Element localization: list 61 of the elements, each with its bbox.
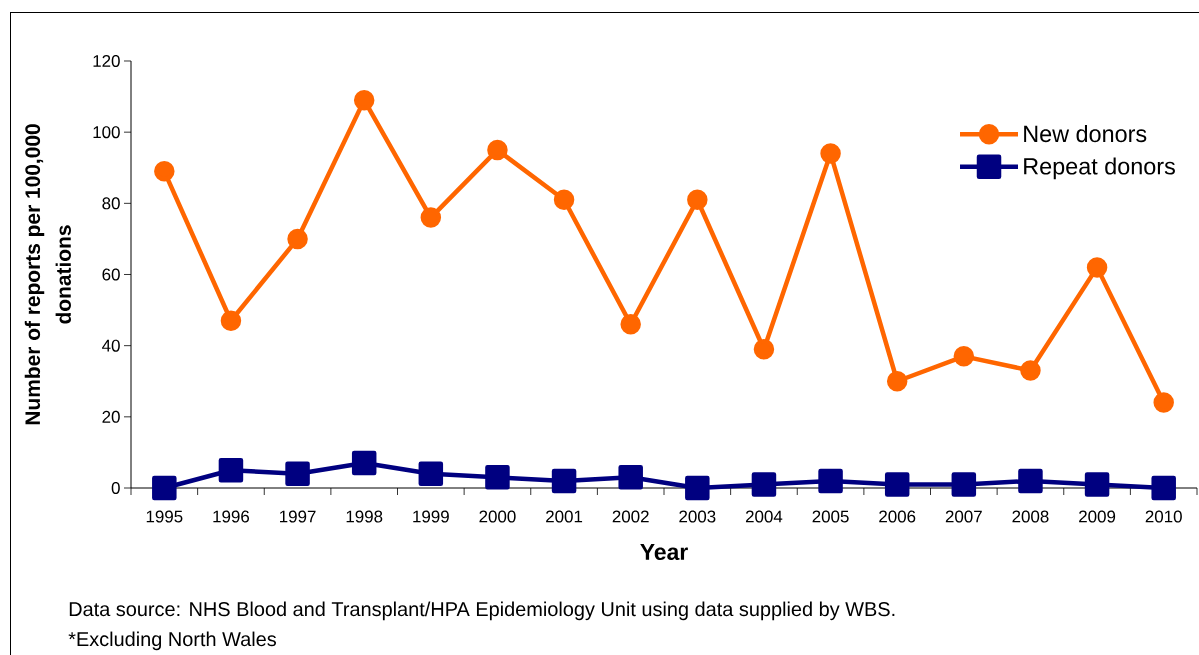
- x-tick-label: 2002: [612, 510, 649, 523]
- point: [220, 310, 242, 331]
- point: [618, 465, 643, 490]
- y-axis-title: Number of reports per 100,000 donations: [24, 124, 71, 425]
- point: [620, 314, 641, 335]
- x-tick-label: 2004: [745, 510, 783, 523]
- point: [953, 346, 975, 367]
- x-tick-label: 2010: [1145, 510, 1182, 523]
- y-tick-label: 80: [102, 197, 120, 210]
- point: [418, 461, 444, 487]
- point: [218, 457, 244, 483]
- y-tick-label: 60: [102, 268, 120, 281]
- point: [152, 475, 177, 501]
- x-tick-label: 2003: [679, 510, 716, 523]
- point: [1151, 475, 1176, 501]
- point: [818, 468, 843, 494]
- point: [951, 472, 977, 497]
- x-tick-label: 1998: [346, 510, 383, 523]
- point: [751, 472, 777, 497]
- point: [1018, 468, 1043, 494]
- point: [553, 189, 575, 211]
- x-tick-label: 2005: [812, 510, 849, 523]
- x-tick-label: 2009: [1079, 510, 1116, 523]
- y-tick-label: 40: [102, 339, 120, 352]
- point: [1084, 472, 1110, 497]
- point: [687, 189, 708, 211]
- point: [886, 371, 908, 392]
- text: *Excluding North Wales: [68, 631, 277, 651]
- y-tick-label: 120: [93, 55, 120, 67]
- point: [485, 465, 510, 490]
- x-tick-label: 2001: [546, 510, 583, 523]
- point: [285, 461, 310, 487]
- x-tick-label: 1996: [213, 510, 250, 523]
- point: [154, 161, 175, 182]
- point: [551, 468, 577, 494]
- y-tick-label: 100: [93, 126, 120, 139]
- x-tick-label: 1997: [280, 510, 316, 523]
- point: [487, 139, 508, 161]
- point: [351, 450, 377, 476]
- point: [753, 338, 775, 360]
- point: [420, 207, 442, 228]
- x-tick-label: 2006: [879, 510, 916, 523]
- point: [685, 475, 710, 501]
- x-tick-label: 1999: [413, 510, 449, 523]
- x-tick-label: 2000: [479, 510, 516, 523]
- point: [884, 472, 910, 497]
- point: [287, 228, 308, 250]
- point: [820, 143, 841, 164]
- source-note: Data source: NHS Blood and Transplant/HPA Epidemiology Unit using data supplied by WBS.: [69, 601, 895, 621]
- x-tick-label: 2007: [945, 510, 982, 523]
- point: [1086, 257, 1108, 278]
- legend-label: New donors: [1024, 124, 1147, 143]
- x-tick-label: 2008: [1012, 510, 1049, 523]
- x-tick-label: 1995: [146, 510, 183, 523]
- point: [353, 89, 375, 111]
- y-tick-label: 0: [111, 482, 120, 494]
- x-axis-title: Year: [640, 544, 688, 561]
- y-tick-label: 20: [102, 410, 120, 423]
- point: [1153, 392, 1174, 413]
- legend-label: Repeat donors: [1024, 157, 1175, 180]
- point: [1020, 360, 1041, 381]
